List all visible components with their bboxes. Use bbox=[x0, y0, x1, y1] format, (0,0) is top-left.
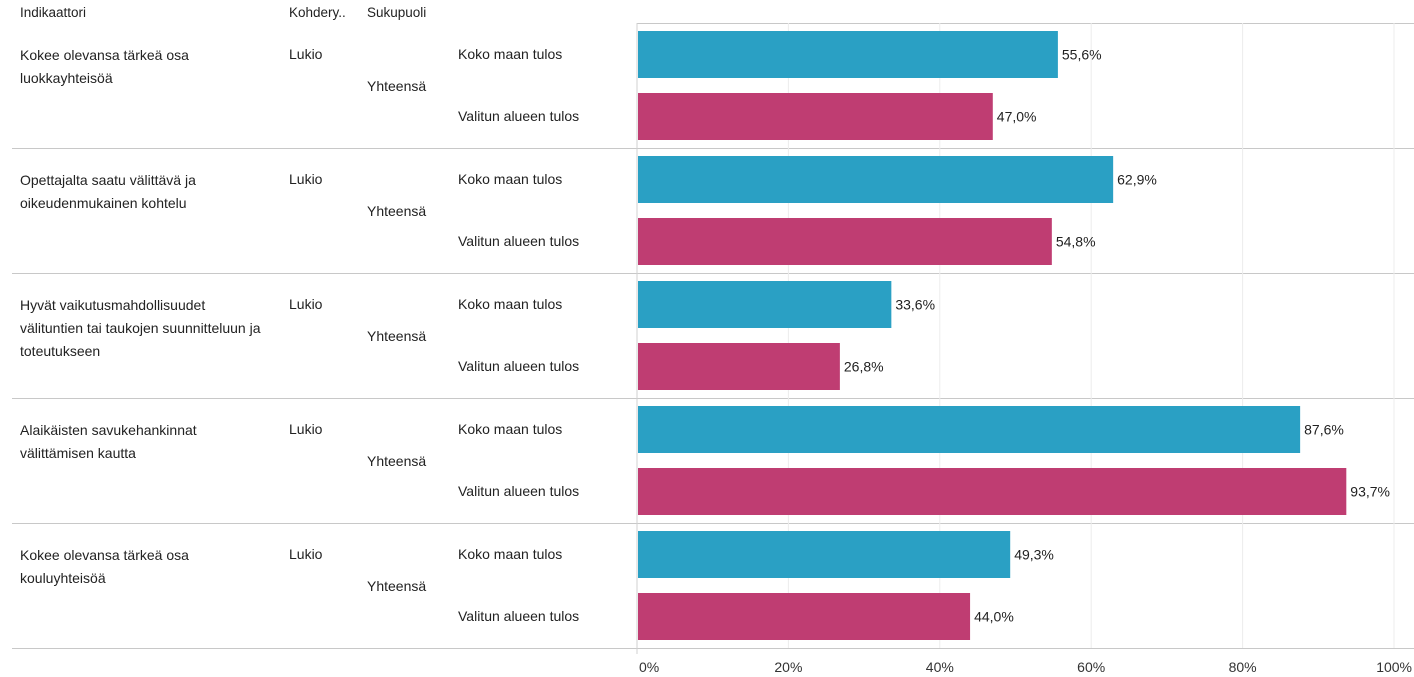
x-tick-label: 60% bbox=[1077, 659, 1105, 675]
x-tick-label: 80% bbox=[1229, 659, 1257, 675]
data-label: 54,8% bbox=[1056, 234, 1096, 250]
bar bbox=[638, 343, 840, 390]
row-separator bbox=[12, 273, 1414, 274]
header-indicator: Indikaattori bbox=[20, 5, 87, 20]
gender-label: Yhteensä bbox=[367, 453, 427, 469]
bar bbox=[638, 218, 1052, 265]
data-label: 33,6% bbox=[895, 297, 935, 313]
data-label: 44,0% bbox=[974, 609, 1014, 625]
gender-label: Yhteensä bbox=[367, 78, 427, 94]
indicator-label: Kokee olevansa tärkeä osa luokkayhteisöä bbox=[20, 47, 189, 86]
group-label: Lukio bbox=[289, 296, 323, 312]
row-separator bbox=[12, 523, 1414, 524]
bar bbox=[638, 468, 1347, 515]
data-label: 49,3% bbox=[1014, 547, 1054, 563]
x-tick-label: 40% bbox=[926, 659, 954, 675]
gender-label: Yhteensä bbox=[367, 203, 427, 219]
x-tick-label: 100% bbox=[1376, 659, 1412, 675]
series-label: Valitun alueen tulos bbox=[458, 358, 580, 374]
series-label: Koko maan tulos bbox=[458, 171, 563, 187]
group-label: Lukio bbox=[289, 46, 323, 62]
gender-label: Yhteensä bbox=[367, 328, 427, 344]
series-label: Valitun alueen tulos bbox=[458, 233, 580, 249]
x-tick-label: 0% bbox=[639, 659, 659, 675]
group-label: Lukio bbox=[289, 171, 323, 187]
series-label: Koko maan tulos bbox=[458, 546, 563, 562]
row-separator bbox=[12, 148, 1414, 149]
bar bbox=[638, 593, 971, 640]
bar bbox=[638, 156, 1114, 203]
series-label: Valitun alueen tulos bbox=[458, 483, 580, 499]
data-label: 62,9% bbox=[1117, 172, 1157, 188]
bar bbox=[638, 93, 993, 140]
bar bbox=[638, 406, 1301, 453]
indicator-label: Hyvät vaikutusmahdollisuudet välituntien… bbox=[20, 297, 261, 359]
group-label: Lukio bbox=[289, 421, 323, 437]
bar bbox=[638, 281, 892, 328]
data-label: 26,8% bbox=[844, 359, 884, 375]
series-label: Valitun alueen tulos bbox=[458, 608, 580, 624]
bar bbox=[638, 31, 1058, 78]
row-separator bbox=[637, 23, 1414, 24]
data-label: 87,6% bbox=[1304, 422, 1344, 438]
x-tick-label: 20% bbox=[774, 659, 802, 675]
header-gender: Sukupuoli bbox=[367, 5, 427, 20]
series-label: Koko maan tulos bbox=[458, 296, 563, 312]
data-label: 93,7% bbox=[1350, 484, 1390, 500]
data-label: 55,6% bbox=[1062, 47, 1102, 63]
series-label: Koko maan tulos bbox=[458, 46, 563, 62]
row-separator bbox=[12, 648, 1414, 649]
series-label: Valitun alueen tulos bbox=[458, 108, 580, 124]
bar bbox=[638, 531, 1011, 578]
gender-label: Yhteensä bbox=[367, 578, 427, 594]
indicator-label: Alaikäisten savukehankinnat välittämisen… bbox=[20, 422, 197, 461]
series-label: Koko maan tulos bbox=[458, 421, 563, 437]
indicator-label: Kokee olevansa tärkeä osa kouluyhteisöä bbox=[20, 547, 189, 586]
indicator-label: Opettajalta saatu välittävä ja oikeudenm… bbox=[20, 172, 196, 211]
group-label: Lukio bbox=[289, 546, 323, 562]
data-label: 47,0% bbox=[997, 109, 1037, 125]
row-separator bbox=[12, 398, 1414, 399]
header-group: Kohdery.. bbox=[289, 5, 346, 20]
